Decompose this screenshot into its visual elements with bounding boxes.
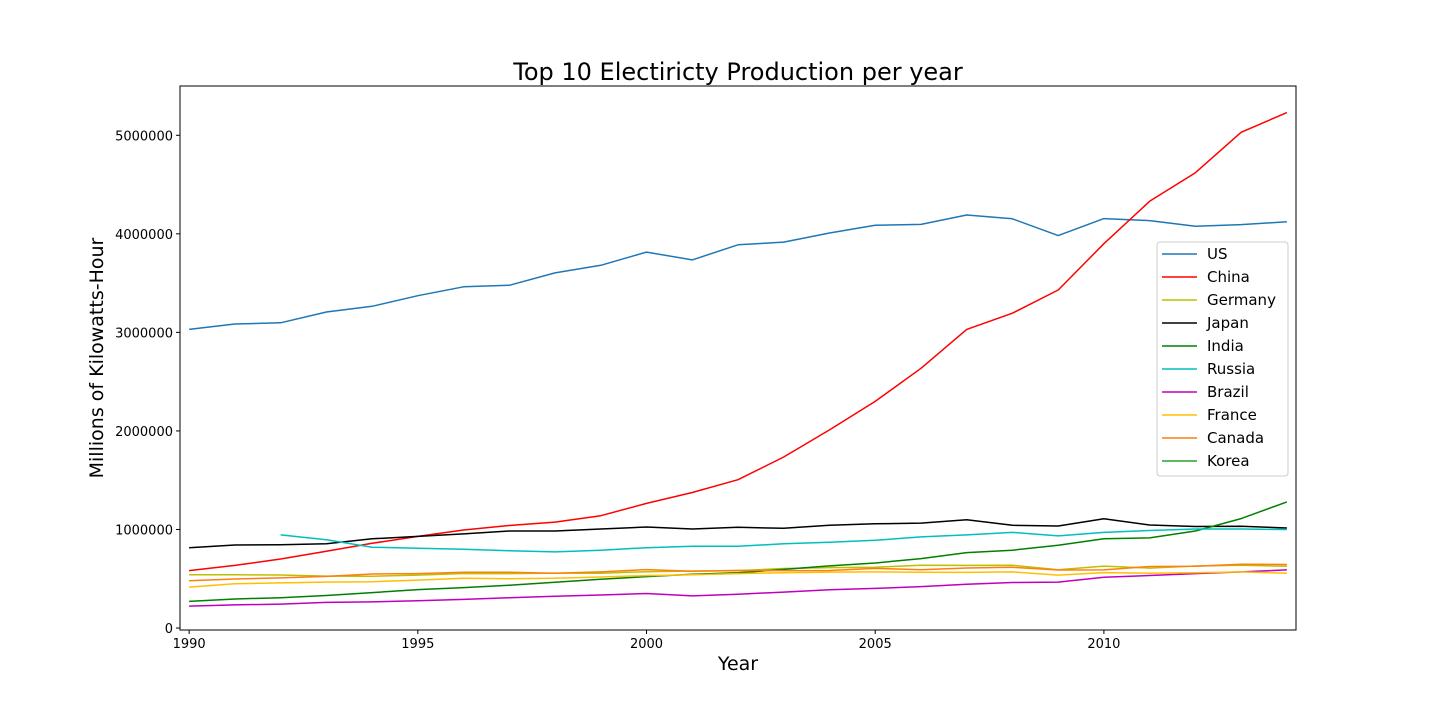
legend-label-germany: Germany bbox=[1207, 291, 1276, 309]
series-line-us bbox=[189, 214, 1287, 331]
series-line-france bbox=[189, 571, 1287, 588]
x-axis-title: Year bbox=[717, 653, 758, 675]
legend-label-china: China bbox=[1207, 268, 1250, 286]
legend-label-us: US bbox=[1207, 245, 1228, 263]
legend-label-france: France bbox=[1207, 406, 1257, 424]
x-tick-label: 1990 bbox=[173, 637, 206, 652]
plot-frame bbox=[179, 85, 1297, 631]
x-tick-label: 1995 bbox=[401, 637, 434, 652]
chart-title: Top 10 Electiricty Production per year bbox=[512, 58, 963, 86]
series-line-japan bbox=[189, 518, 1287, 549]
legend-label-india: India bbox=[1207, 337, 1244, 355]
y-tick-label: 3000000 bbox=[115, 326, 173, 341]
legend-label-korea: Korea bbox=[1207, 452, 1250, 470]
series-line-china bbox=[189, 111, 1288, 572]
y-axis: 0 1000000 2000000 3000000 4000000 5000000 bbox=[115, 129, 180, 637]
y-tick-label: 1000000 bbox=[115, 523, 173, 538]
y-axis-title: Millions of Kilowatts-Hour bbox=[86, 237, 108, 478]
legend-label-canada: Canada bbox=[1207, 429, 1264, 447]
y-tick-label: 4000000 bbox=[115, 228, 173, 243]
series-line-india bbox=[189, 501, 1288, 603]
x-tick-label: 2000 bbox=[630, 637, 663, 652]
legend-label-russia: Russia bbox=[1207, 360, 1255, 378]
series-line-russia bbox=[280, 528, 1287, 553]
x-tick-label: 2005 bbox=[859, 637, 892, 652]
y-tick-label: 2000000 bbox=[115, 425, 173, 440]
y-tick-label: 0 bbox=[165, 622, 173, 637]
series-layer bbox=[189, 111, 1288, 607]
x-axis: 1990 1995 2000 2005 2010 bbox=[173, 630, 1120, 652]
legend: US China Germany Japan India Russia Brazil Fran… bbox=[1156, 241, 1289, 477]
legend-label-brazil: Brazil bbox=[1207, 383, 1249, 401]
series-line-brazil bbox=[189, 569, 1287, 607]
y-tick-label: 5000000 bbox=[115, 129, 173, 144]
x-tick-label: 2010 bbox=[1087, 637, 1120, 652]
legend-label-japan: Japan bbox=[1206, 314, 1249, 332]
series-line-canada bbox=[189, 563, 1287, 582]
